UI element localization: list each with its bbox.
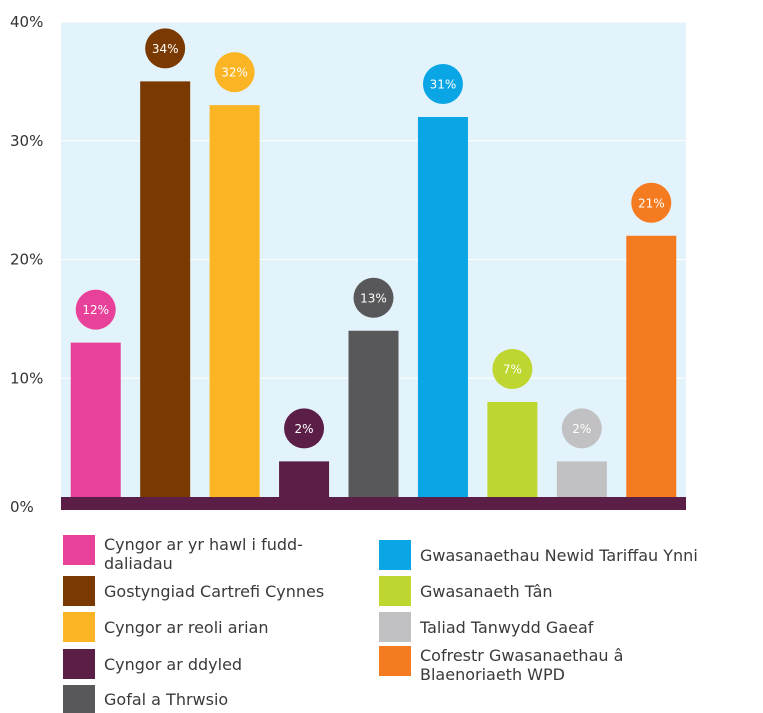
legend-swatch [63,612,95,642]
legend-item-energy-tariff-services: Gwasanaethau Newid Tariffau Ynni [379,540,698,570]
legend-item-money-advice: Cyngor ar reoli arian [63,612,268,642]
legend-item-fire-service: Gwasanaeth Tân [379,576,553,606]
legend-item-winter-fuel-payment: Taliad Tanwydd Gaeaf [379,612,593,642]
legend-label: Cofrestr Gwasanaethau â Blaenoriaeth WPD [420,646,660,684]
legend-item-benefits-advice: Cyngor ar yr hawl i fudd-daliadau [63,535,304,573]
legend-label: Gofal a Thrwsio [104,685,228,709]
legend-swatch [63,685,95,713]
legend-label: Gwasanaethau Newid Tariffau Ynni [420,540,698,565]
legend-label: Cyngor ar yr hawl i fudd-daliadau [104,535,304,573]
legend-swatch [379,612,411,642]
legend-label: Gwasanaeth Tân [420,576,553,601]
legend-swatch [63,649,95,679]
legend-swatch [63,535,95,565]
legend-item-wpd-priority-register: Cofrestr Gwasanaethau â Blaenoriaeth WPD [379,646,660,684]
legend-item-care-and-repair: Gofal a Thrwsio [63,685,228,713]
legend-item-debt-advice: Cyngor ar ddyled [63,649,242,679]
legend-swatch [379,576,411,606]
legend-label: Cyngor ar reoli arian [104,612,268,637]
legend-item-warm-home-discount: Gostyngiad Cartrefi Cynnes [63,576,324,606]
legend-swatch [63,576,95,606]
legend-label: Taliad Tanwydd Gaeaf [420,612,593,637]
legend-label: Cyngor ar ddyled [104,649,242,674]
legend-swatch [379,540,411,570]
legend-swatch [379,646,411,676]
legend-label: Gostyngiad Cartrefi Cynnes [104,576,324,601]
